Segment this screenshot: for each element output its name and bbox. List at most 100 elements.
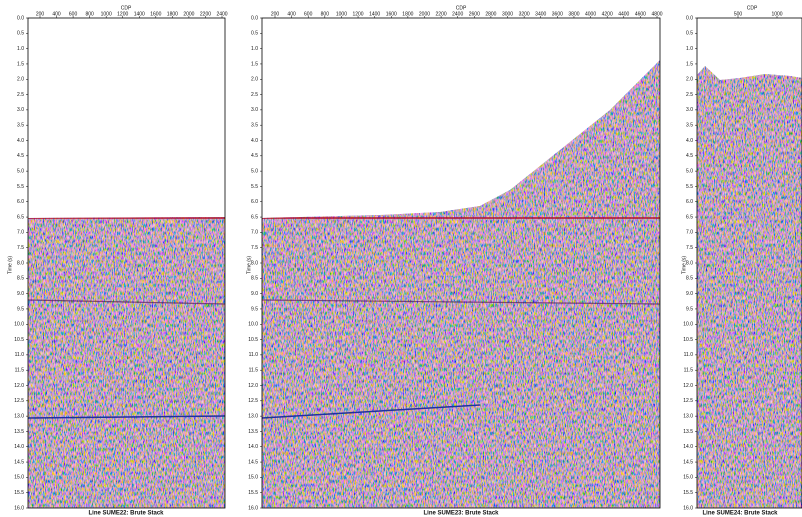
y-tick-label: 4.5 bbox=[686, 153, 693, 159]
x-tick-label: 2200 bbox=[200, 11, 211, 17]
x-tick-label: 800 bbox=[85, 11, 94, 17]
y-tick-label: 3.5 bbox=[17, 123, 24, 129]
seismic-texture bbox=[28, 217, 225, 508]
y-tick-label: 6.0 bbox=[17, 199, 24, 205]
y-tick-label: 7.0 bbox=[686, 230, 693, 236]
y-tick-label: 13.0 bbox=[683, 413, 693, 419]
x-tick-label: 1000 bbox=[101, 11, 112, 17]
y-tick-label: 3.0 bbox=[251, 107, 258, 113]
x-tick-label: 200 bbox=[36, 11, 45, 17]
reflector bbox=[262, 299, 660, 305]
y-tick-label: 0.5 bbox=[686, 31, 693, 37]
y-tick-label: 0.5 bbox=[17, 31, 24, 37]
x-tick-label: 1400 bbox=[134, 11, 145, 17]
y-tick-label: 8.5 bbox=[686, 276, 693, 282]
y-tick-label: 10.5 bbox=[248, 337, 258, 343]
y-tick-label: 15.5 bbox=[683, 490, 693, 496]
x-tick-label: 400 bbox=[52, 11, 61, 17]
y-tick-label: 16.0 bbox=[683, 505, 693, 511]
x-tick-label: 2400 bbox=[452, 11, 463, 17]
y-tick-label: 9.5 bbox=[17, 306, 24, 312]
y-tick-label: 8.0 bbox=[686, 260, 693, 266]
y-tick-label: 14.5 bbox=[14, 459, 24, 465]
y-tick-label: 13.0 bbox=[248, 413, 258, 419]
y-tick-label: 3.5 bbox=[686, 123, 693, 129]
y-tick-label: 14.5 bbox=[248, 459, 258, 465]
y-tick-label: 0.0 bbox=[17, 15, 24, 21]
y-tick-label: 4.0 bbox=[686, 138, 693, 144]
y-tick-label: 3.0 bbox=[686, 107, 693, 113]
y-tick-label: 11.0 bbox=[249, 352, 259, 358]
x-tick-label: 500 bbox=[734, 11, 743, 17]
x-tick-label: 1000 bbox=[336, 11, 347, 17]
x-tick-label: 1400 bbox=[369, 11, 380, 17]
y-tick-label: 14.0 bbox=[14, 444, 24, 450]
y-tick-label: 5.0 bbox=[17, 168, 24, 174]
x-tick-label: 1800 bbox=[167, 11, 178, 17]
x-tick-label: 2400 bbox=[216, 11, 227, 17]
y-tick-label: 11.5 bbox=[684, 368, 694, 374]
y-tick-label: 13.0 bbox=[14, 413, 24, 419]
x-tick-label: 4000 bbox=[585, 11, 596, 17]
y-tick-label: 9.0 bbox=[686, 291, 693, 297]
seismic-texture bbox=[697, 66, 802, 508]
y-tick-label: 12.0 bbox=[683, 383, 693, 389]
x-tick-label: 2000 bbox=[183, 11, 194, 17]
x-axis-label: CDP bbox=[121, 5, 132, 11]
y-tick-label: 6.5 bbox=[251, 214, 258, 220]
x-tick-label: 3000 bbox=[502, 11, 513, 17]
y-tick-label: 2.0 bbox=[686, 77, 693, 83]
y-tick-label: 10.0 bbox=[14, 322, 24, 328]
reflector bbox=[28, 415, 225, 419]
y-tick-label: 8.5 bbox=[251, 276, 258, 282]
x-tick-label: 800 bbox=[321, 11, 330, 17]
y-tick-label: 15.0 bbox=[683, 475, 693, 481]
x-tick-label: 3800 bbox=[568, 11, 579, 17]
y-tick-label: 3.5 bbox=[251, 123, 258, 129]
y-tick-label: 9.0 bbox=[251, 291, 258, 297]
y-tick-label: 5.5 bbox=[686, 184, 693, 190]
y-tick-label: 13.5 bbox=[683, 429, 693, 435]
x-axis-label: CDP bbox=[747, 5, 758, 11]
y-tick-label: 1.5 bbox=[251, 61, 258, 67]
y-tick-label: 4.0 bbox=[17, 138, 24, 144]
y-axis-label: Time (s) bbox=[681, 256, 687, 274]
y-tick-label: 2.0 bbox=[17, 77, 24, 83]
y-tick-label: 15.5 bbox=[248, 490, 258, 496]
y-tick-label: 5.5 bbox=[251, 184, 258, 190]
y-tick-label: 11.0 bbox=[684, 352, 694, 358]
y-tick-label: 2.0 bbox=[251, 77, 258, 83]
y-tick-label: 16.0 bbox=[248, 505, 258, 511]
y-tick-label: 5.0 bbox=[686, 168, 693, 174]
y-tick-label: 9.5 bbox=[686, 306, 693, 312]
x-tick-label: 2800 bbox=[485, 11, 496, 17]
y-tick-label: 13.5 bbox=[248, 429, 258, 435]
x-tick-label: 3400 bbox=[535, 11, 546, 17]
y-tick-label: 7.5 bbox=[686, 245, 693, 251]
x-tick-label: 1600 bbox=[386, 11, 397, 17]
y-tick-label: 8.0 bbox=[17, 260, 24, 266]
x-tick-label: 3200 bbox=[519, 11, 530, 17]
y-tick-label: 6.0 bbox=[251, 199, 258, 205]
y-tick-label: 1.0 bbox=[17, 46, 24, 52]
y-tick-label: 6.5 bbox=[17, 214, 24, 220]
y-tick-label: 12.5 bbox=[14, 398, 24, 404]
y-tick-label: 9.5 bbox=[251, 306, 258, 312]
y-tick-label: 3.0 bbox=[17, 107, 24, 113]
y-tick-label: 8.5 bbox=[17, 276, 24, 282]
x-tick-label: 600 bbox=[304, 11, 313, 17]
x-tick-label: 1200 bbox=[352, 11, 363, 17]
y-axis-label: Time (s) bbox=[246, 256, 252, 274]
y-tick-label: 12.0 bbox=[14, 383, 24, 389]
y-tick-label: 10.0 bbox=[248, 322, 258, 328]
x-tick-label: 2200 bbox=[436, 11, 447, 17]
reflector bbox=[28, 299, 225, 305]
y-tick-label: 7.0 bbox=[17, 230, 24, 236]
y-tick-label: 5.5 bbox=[17, 184, 24, 190]
y-tick-label: 1.5 bbox=[17, 61, 24, 67]
seismic-texture bbox=[262, 60, 660, 508]
y-tick-label: 6.0 bbox=[686, 199, 693, 205]
y-tick-label: 15.5 bbox=[14, 490, 24, 496]
y-tick-label: 14.0 bbox=[248, 444, 258, 450]
x-tick-label: 4400 bbox=[618, 11, 629, 17]
